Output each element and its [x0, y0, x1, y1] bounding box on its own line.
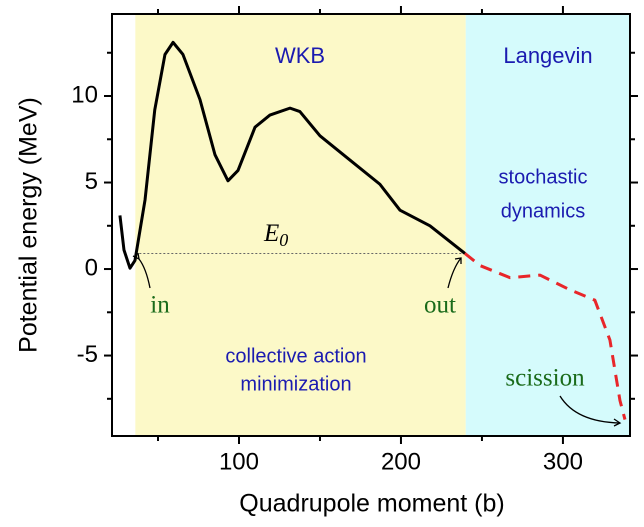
arrow	[138, 258, 151, 289]
annotation: collective action	[225, 345, 366, 367]
arrowhead	[132, 252, 140, 261]
y-tick-label: 10	[71, 81, 98, 108]
y-axis-label: Potential energy (MeV)	[15, 97, 43, 353]
arrow	[447, 257, 462, 289]
regions	[135, 14, 630, 436]
region-label: WKB	[275, 43, 325, 68]
annotation: dynamics	[501, 200, 585, 222]
arrows	[132, 252, 622, 427]
annotation: minimization	[240, 373, 351, 395]
x-tick-label: 200	[381, 448, 421, 475]
y-tick-label: -5	[77, 341, 98, 368]
region-label: Langevin	[503, 43, 592, 68]
annotation: in	[150, 292, 170, 319]
y-tick-label: 5	[85, 168, 98, 195]
line-series	[118, 40, 466, 270]
line-series	[464, 252, 627, 420]
arrowhead	[613, 418, 622, 427]
plot	[104, 6, 638, 444]
region	[465, 14, 630, 436]
annotation: stochastic	[499, 166, 588, 188]
arrow	[559, 395, 621, 424]
e0-label: E0	[263, 220, 288, 250]
e0-sub: 0	[279, 230, 288, 250]
x-tick-label: 100	[219, 448, 259, 475]
annotation: scission	[505, 365, 585, 392]
arrowhead	[454, 257, 462, 264]
y-tick-label: 0	[85, 254, 98, 281]
e0-base: E	[263, 220, 279, 247]
annotation: out	[424, 292, 456, 319]
x-axis-label: Quadrupole moment (b)	[239, 490, 504, 518]
region	[135, 14, 466, 436]
x-tick-label: 300	[543, 448, 583, 475]
